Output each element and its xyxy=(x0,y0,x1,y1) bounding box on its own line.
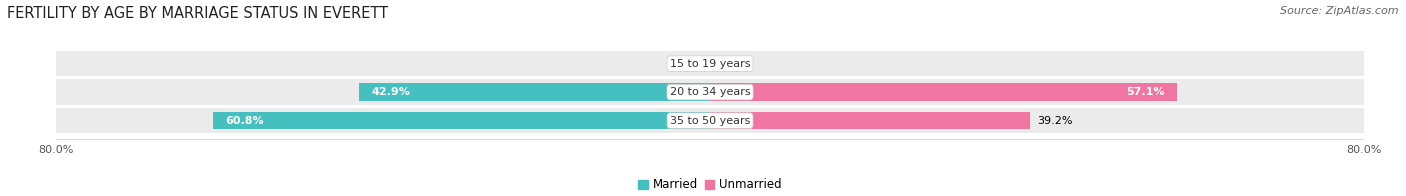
Text: 0.0%: 0.0% xyxy=(723,59,751,69)
Bar xyxy=(56,51,1364,76)
Bar xyxy=(56,79,1364,105)
Text: Source: ZipAtlas.com: Source: ZipAtlas.com xyxy=(1281,6,1399,16)
Bar xyxy=(710,83,1177,101)
Text: 42.9%: 42.9% xyxy=(371,87,411,97)
Text: 35 to 50 years: 35 to 50 years xyxy=(669,116,751,126)
Bar xyxy=(360,83,710,101)
Bar xyxy=(214,112,710,129)
Text: 39.2%: 39.2% xyxy=(1038,116,1073,126)
Text: FERTILITY BY AGE BY MARRIAGE STATUS IN EVERETT: FERTILITY BY AGE BY MARRIAGE STATUS IN E… xyxy=(7,6,388,21)
Bar xyxy=(710,112,1031,129)
Text: 20 to 34 years: 20 to 34 years xyxy=(669,87,751,97)
Text: 57.1%: 57.1% xyxy=(1126,87,1164,97)
Legend: Married, Unmarried: Married, Unmarried xyxy=(634,173,786,196)
Text: 60.8%: 60.8% xyxy=(225,116,264,126)
Text: 15 to 19 years: 15 to 19 years xyxy=(669,59,751,69)
Bar xyxy=(56,108,1364,133)
Text: 0.0%: 0.0% xyxy=(669,59,697,69)
